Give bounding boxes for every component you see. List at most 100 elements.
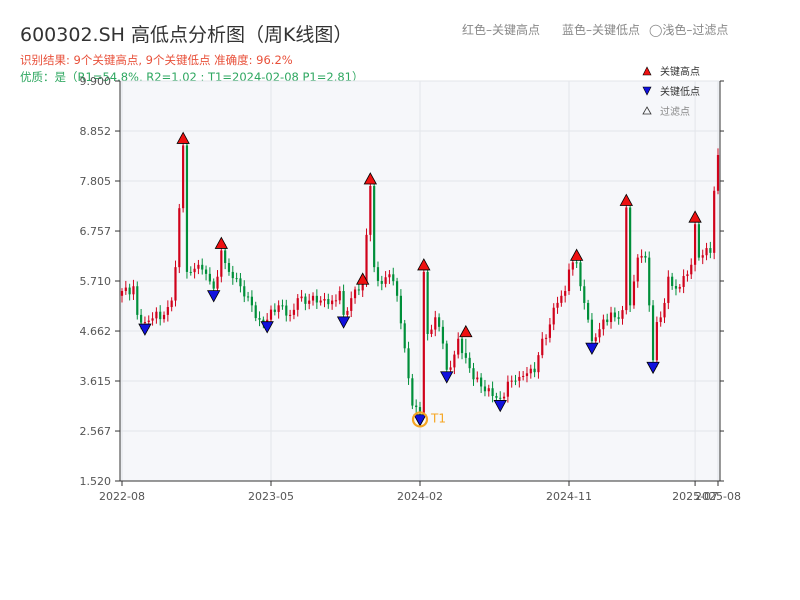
candle-body	[430, 329, 433, 334]
candle-body	[449, 367, 452, 370]
x-tick-label: 2024-11	[546, 490, 592, 503]
candle-body	[140, 314, 143, 323]
candle-body	[136, 286, 139, 315]
candle-body	[617, 317, 620, 319]
x-tick-label: 2022-08	[99, 490, 145, 503]
candle-body	[529, 368, 532, 374]
candle-body	[678, 286, 681, 289]
candle-body	[331, 300, 334, 305]
header-legend-red: 红色–关键高点	[462, 23, 541, 37]
candle-body	[487, 388, 490, 392]
candle-body	[403, 323, 406, 349]
y-tick-label: 9.900	[80, 75, 112, 88]
candle-body	[170, 300, 173, 308]
candle-body	[537, 355, 540, 373]
y-tick-label: 4.662	[80, 325, 112, 338]
y-tick-label: 5.710	[80, 275, 112, 288]
key-low-marker	[207, 290, 221, 303]
candle-body	[575, 262, 578, 264]
candle-body	[674, 286, 678, 289]
y-tick-label: 3.615	[80, 375, 112, 388]
candle-body	[434, 317, 437, 330]
candle-body	[212, 281, 215, 289]
candle-body	[395, 281, 399, 296]
candle-body	[552, 307, 555, 325]
candle-body	[239, 278, 242, 287]
key-low-marker	[493, 400, 507, 413]
key-high-marker	[363, 172, 378, 185]
candle-body	[525, 373, 529, 376]
candle-body	[124, 287, 127, 292]
candle-body	[671, 276, 674, 287]
key-high-marker	[417, 258, 431, 271]
header-legend-grey: ◯浅色–过滤点	[649, 23, 729, 37]
candle-body	[709, 248, 712, 253]
candle-body	[697, 224, 700, 258]
y-tick-label: 1.520	[80, 475, 112, 488]
candle-body	[648, 257, 651, 306]
candle-body	[541, 338, 544, 356]
chart-title: 600302.SH 高低点分析图（周K线图）	[20, 24, 353, 46]
candle-body	[713, 190, 716, 253]
candles	[120, 139, 720, 419]
t1-label: T1	[430, 411, 446, 425]
candle-body	[686, 274, 689, 277]
candle-body	[250, 296, 253, 306]
candle-body	[602, 319, 605, 330]
candle-body	[220, 250, 223, 277]
candle-body	[323, 299, 326, 301]
legend-low-icon	[642, 86, 652, 96]
candle-body	[544, 337, 548, 339]
candle-body	[625, 207, 628, 311]
key-high-marker	[214, 236, 229, 249]
candle-body	[426, 271, 429, 334]
candle-body	[506, 381, 509, 397]
key-low-marker	[336, 316, 351, 329]
key-high-marker	[176, 131, 190, 144]
candle-body	[583, 286, 586, 303]
candle-body	[464, 353, 467, 358]
candle-body	[281, 305, 284, 307]
candle-body	[273, 309, 276, 312]
candle-body	[269, 309, 273, 320]
axes: 1.520 2.567 3.615 4.662 5.710 6.757 7.805 8.852…	[80, 75, 741, 503]
candle-body	[155, 311, 158, 319]
candle-body	[304, 296, 307, 304]
candle-body	[491, 388, 494, 397]
candle-body	[460, 338, 464, 354]
candle-body	[147, 320, 150, 323]
legend-filtered-icon	[642, 106, 652, 115]
candle-body	[235, 278, 238, 280]
candle-body	[373, 186, 376, 268]
x-tick-label: 2025-08	[695, 490, 741, 503]
candle-body	[128, 287, 131, 295]
candle-body	[285, 305, 288, 316]
candle-body	[311, 295, 315, 301]
candle-body	[682, 276, 685, 287]
chart-legend: 关键高点 关键低点 过滤点	[642, 65, 700, 118]
candle-body	[204, 269, 208, 274]
y-tick-label: 7.805	[80, 175, 112, 188]
candle-body	[159, 311, 162, 320]
candle-body	[300, 296, 303, 299]
candle-body	[350, 298, 353, 311]
candle-body	[296, 298, 299, 310]
candle-body	[579, 262, 582, 287]
candle-body	[319, 300, 322, 303]
candle-body	[621, 310, 624, 319]
header-legend-blue: 蓝色–关键低点	[562, 23, 641, 37]
candle-body	[415, 405, 418, 408]
candle-body	[189, 271, 192, 273]
candle-body	[663, 302, 666, 318]
candle-body	[590, 319, 594, 342]
candle-body	[445, 343, 448, 370]
key-high-marker	[688, 210, 702, 223]
candle-body	[667, 276, 670, 303]
legend-high-icon	[642, 66, 652, 76]
candle-body	[468, 357, 471, 369]
candle-body	[151, 318, 154, 321]
key-low-marker	[260, 321, 274, 334]
candle-body	[193, 268, 196, 273]
candle-body	[457, 338, 460, 355]
